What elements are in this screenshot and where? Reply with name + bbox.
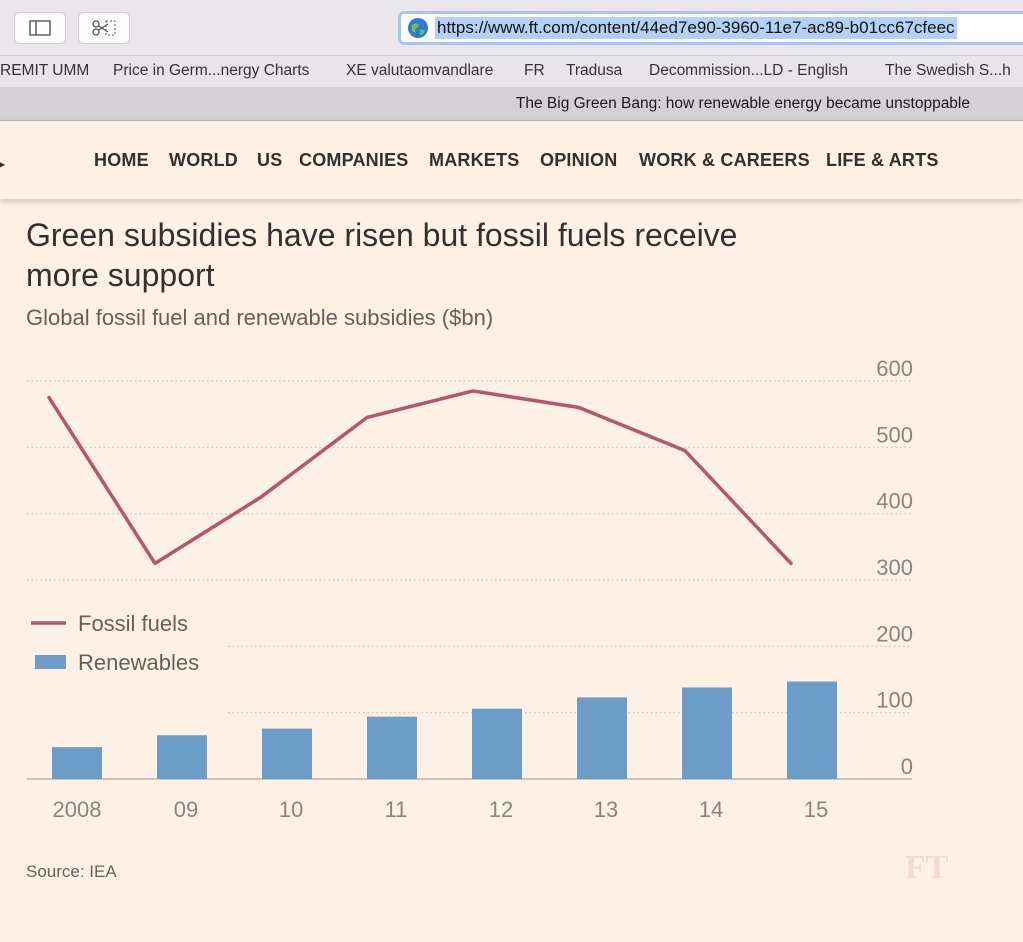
browser-toolbar: https://www.ft.com/content/44ed7e90-3960…: [0, 0, 1023, 56]
nav-item-world[interactable]: WORLD: [169, 150, 238, 170]
y-tick-label: 200: [876, 621, 913, 646]
bookmark-item[interactable]: Decommission...LD - English: [649, 62, 848, 79]
bookmarks-bar: REMIT UMM Price in Germ...nergy Charts X…: [0, 56, 1023, 88]
y-tick-label: 400: [876, 489, 913, 514]
x-tick-label: 11: [385, 797, 408, 822]
scissors-icon: [92, 20, 116, 36]
bookmark-item[interactable]: The Swedish S...h: [885, 62, 1011, 79]
url-text: https://www.ft.com/content/44ed7e90-3960…: [435, 17, 957, 39]
ft-logo: FT: [905, 849, 949, 886]
chart-source: Source: IEA: [26, 862, 117, 881]
x-tick-label: 10: [279, 797, 303, 822]
y-tick-label: 100: [876, 688, 913, 713]
bar-renewables: [577, 697, 627, 779]
tab-bar: The Big Green Bang: how renewable energy…: [0, 88, 1023, 121]
clipping-button[interactable]: [78, 12, 130, 44]
y-tick-label: 600: [876, 356, 913, 381]
bookmark-item[interactable]: XE valutaomvandlare: [346, 62, 494, 79]
bookmark-item[interactable]: Price in Germ...nergy Charts: [113, 62, 310, 79]
bookmark-item[interactable]: REMIT UMM: [0, 62, 90, 79]
x-tick-label: 2008: [53, 797, 102, 822]
nav-arrow-icon[interactable]: ▶: [0, 157, 6, 171]
nav-item-companies[interactable]: COMPANIES: [299, 150, 409, 170]
legend-label-renewables: Renewables: [78, 650, 199, 675]
bar-renewables: [52, 747, 102, 779]
globe-icon: [408, 18, 428, 38]
nav-item-life-arts[interactable]: LIFE & ARTS: [826, 150, 939, 170]
bookmark-item[interactable]: FR: [524, 62, 545, 79]
x-tick-label: 12: [489, 797, 513, 822]
nav-item-opinion[interactable]: OPINION: [540, 150, 618, 170]
legend-label-fossil-fuels: Fossil fuels: [78, 611, 188, 636]
sidebar-icon: [29, 20, 51, 36]
bookmark-item[interactable]: Tradusa: [566, 62, 623, 79]
chart-subtitle: Global fossil fuel and renewable subsidi…: [26, 305, 494, 330]
bar-renewables: [262, 728, 312, 779]
nav-item-home[interactable]: HOME: [94, 150, 149, 170]
y-tick-label: 0: [901, 754, 913, 779]
bar-renewables: [367, 716, 417, 779]
legend-swatch-renewables: [35, 655, 66, 669]
url-bar[interactable]: https://www.ft.com/content/44ed7e90-3960…: [398, 11, 1023, 45]
y-tick-label: 500: [876, 422, 913, 447]
site-nav: ▶ HOME WORLD US COMPANIES MARKETS OPINIO…: [0, 121, 1023, 199]
nav-item-markets[interactable]: MARKETS: [429, 150, 520, 170]
bar-renewables: [157, 735, 207, 779]
sidebar-toggle-button[interactable]: [14, 12, 66, 44]
x-tick-label: 15: [804, 797, 828, 822]
nav-item-work-careers[interactable]: WORK & CAREERS: [639, 150, 810, 170]
tab-title[interactable]: The Big Green Bang: how renewable energy…: [515, 95, 970, 112]
bar-renewables: [682, 687, 732, 779]
y-tick-label: 300: [876, 555, 913, 580]
x-tick-label: 14: [699, 797, 723, 822]
x-tick-label: 13: [594, 797, 618, 822]
nav-item-us[interactable]: US: [257, 150, 283, 170]
x-tick-label: 09: [174, 797, 198, 822]
bar-renewables: [472, 708, 522, 779]
bar-renewables: [787, 681, 837, 779]
chart-title: Green subsidies have risen but fossil fu…: [26, 217, 738, 293]
line-fossil-fuels: [47, 389, 793, 566]
